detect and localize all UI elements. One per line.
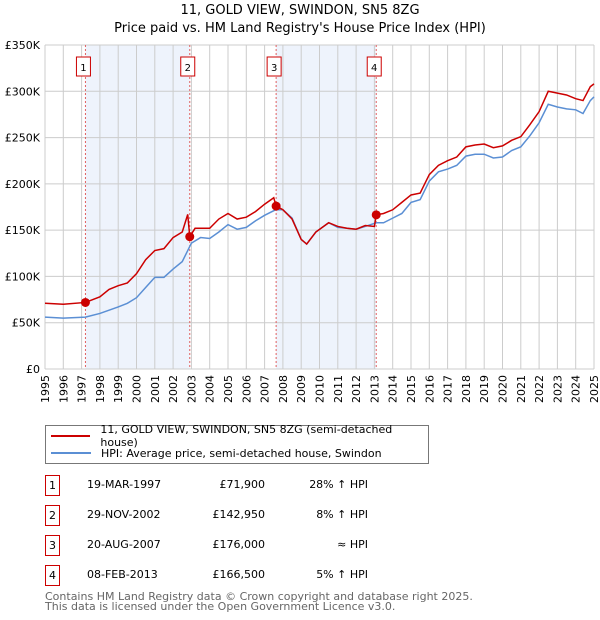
- sale-date: 19-MAR-1997: [87, 478, 162, 491]
- x-tick-label: 2016: [423, 375, 436, 403]
- y-tick-label: £200K: [5, 178, 41, 191]
- sale-number-box: [180, 56, 196, 77]
- sale-price: £71,900: [219, 478, 266, 491]
- sale-number-box: [266, 56, 282, 77]
- legend-swatch-red: [51, 435, 91, 437]
- sale-number: 2: [45, 505, 60, 526]
- sale-hpi-diff: ≈ HPI: [337, 538, 368, 551]
- sale-number: 3: [45, 535, 60, 556]
- sale-hpi-diff: 5% ↑ HPI: [316, 568, 368, 581]
- sale-row: 1 19-MAR-1997 £71,900 28% ↑ HPI: [45, 475, 425, 496]
- x-tick-label: 2022: [533, 375, 546, 403]
- sale-number: 4: [45, 565, 60, 586]
- legend: 11, GOLD VIEW, SWINDON, SN5 8ZG (semi-de…: [45, 423, 429, 464]
- sale-price: £142,950: [212, 508, 266, 521]
- x-tick-label: 1999: [112, 375, 125, 403]
- x-tick-label: 2009: [295, 375, 308, 403]
- x-tick-label: 2010: [314, 375, 327, 403]
- sale-row: 2 29-NOV-2002 £142,950 8% ↑ HPI: [45, 505, 425, 526]
- x-tick-label: 2018: [460, 375, 473, 403]
- x-tick-label: 2015: [405, 375, 418, 403]
- chart-title: 11, GOLD VIEW, SWINDON, SN5 8ZG: [180, 3, 420, 18]
- sale-date: 20-AUG-2007: [87, 538, 161, 551]
- legend-item-hpi: HPI: Average price, semi-detached house,…: [46, 445, 382, 461]
- y-tick-label: £150K: [5, 224, 41, 237]
- x-tick-label: 2004: [204, 375, 217, 403]
- sale-hpi-diff: 8% ↑ HPI: [316, 508, 368, 521]
- sale-number-label: 4: [371, 63, 377, 74]
- legend-swatch-blue: [51, 452, 91, 454]
- x-tick-label: 2011: [332, 375, 345, 403]
- footer-line-2: This data is licensed under the Open Gov…: [45, 600, 396, 613]
- y-tick-label: £0: [26, 363, 40, 376]
- x-tick-label: 2008: [277, 375, 290, 403]
- x-tick-label: 1996: [57, 375, 70, 403]
- sale-number-box: [75, 56, 91, 77]
- sale-hpi-diff: 28% ↑ HPI: [309, 478, 368, 491]
- sale-number: 1: [45, 475, 60, 496]
- legend-label: 11, GOLD VIEW, SWINDON, SN5 8ZG (semi-de…: [100, 423, 393, 449]
- x-tick-label: 2013: [368, 375, 381, 403]
- sale-price: £166,500: [212, 568, 266, 581]
- sale-price: £176,000: [212, 538, 266, 551]
- x-tick-label: 2012: [350, 375, 363, 403]
- x-tick-label: 2000: [131, 375, 144, 403]
- x-tick-label: 2007: [259, 375, 272, 403]
- x-tick-label: 1995: [39, 375, 52, 403]
- sale-number-label: 2: [185, 63, 191, 74]
- chart-subtitle: Price paid vs. HM Land Registry's House …: [114, 21, 486, 36]
- x-tick-label: 2014: [387, 375, 400, 403]
- sale-number-box: [366, 56, 382, 77]
- x-tick-label: 2006: [240, 375, 253, 403]
- footer-line-1: Contains HM Land Registry data © Crown c…: [45, 590, 473, 603]
- shaded-band: [85, 45, 190, 369]
- y-tick-label: £50K: [12, 317, 41, 330]
- x-tick-label: 1997: [76, 375, 89, 403]
- y-tick-label: £100K: [5, 270, 41, 283]
- x-tick-label: 2024: [570, 375, 583, 403]
- legend-label: HPI: Average price, semi-detached house,…: [101, 446, 382, 460]
- x-tick-label: 2017: [442, 375, 455, 403]
- price-paid-line: [44, 83, 595, 305]
- x-tick-label: 2025: [588, 375, 600, 403]
- x-tick-label: 2019: [478, 375, 491, 403]
- price-chart: 1995 1996 1997 1998 1999 2000 2001 2002 2003 2004…: [5, 39, 600, 403]
- sale-point: [185, 232, 195, 242]
- x-tick-label: 2002: [167, 375, 180, 403]
- x-tick-label: 2020: [497, 375, 510, 403]
- x-tick-label: 2005: [222, 375, 235, 403]
- x-tick-label: 2023: [551, 375, 564, 403]
- y-tick-label: £250K: [5, 132, 41, 145]
- sale-point: [80, 297, 90, 307]
- sale-row: 4 08-FEB-2013 £166,500 5% ↑ HPI: [45, 565, 425, 586]
- sale-number-label: 1: [80, 63, 86, 74]
- sale-row: 3 20-AUG-2007 £176,000 ≈ HPI: [45, 535, 425, 556]
- sale-point: [271, 201, 281, 211]
- sale-date: 29-NOV-2002: [87, 508, 161, 521]
- sale-point: [371, 210, 381, 220]
- sale-date: 08-FEB-2013: [87, 568, 158, 581]
- y-tick-label: £350K: [5, 39, 41, 52]
- y-tick-label: £300K: [5, 85, 41, 98]
- shaded-band: [276, 45, 377, 369]
- x-tick-label: 2003: [185, 375, 198, 403]
- sale-number-label: 3: [271, 63, 277, 74]
- x-tick-label: 1998: [94, 375, 107, 403]
- x-tick-label: 2021: [515, 375, 528, 403]
- x-tick-label: 2001: [149, 375, 162, 403]
- legend-item-property: 11, GOLD VIEW, SWINDON, SN5 8ZG (semi-de…: [46, 423, 428, 449]
